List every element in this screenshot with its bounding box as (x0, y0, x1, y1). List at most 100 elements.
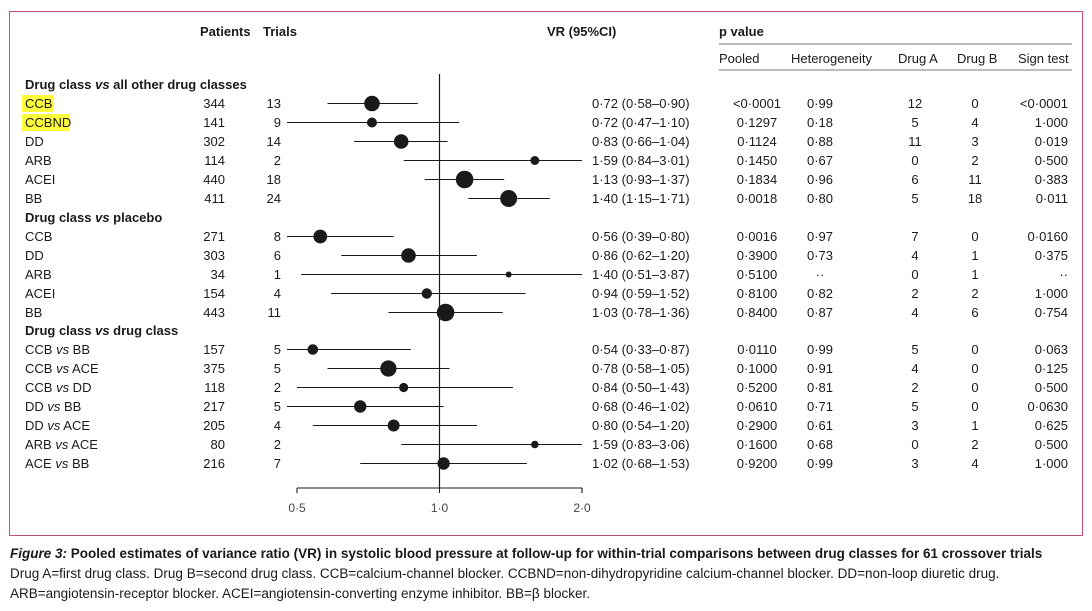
header-patients: Patients (200, 24, 251, 39)
cell-pooled: 0·1450 (737, 153, 777, 168)
point-estimate (380, 360, 397, 377)
figure-frame (9, 11, 1083, 536)
x-tick-label: 1·0 (431, 501, 449, 515)
header-trials: Trials (263, 24, 297, 39)
row-label: ARB vs ACE (25, 437, 98, 452)
cell-drug-a: 5 (911, 115, 918, 130)
cell-sign-test: 0·500 (1035, 380, 1068, 395)
cell-vr-ci: 0·72 (0·58–0·90) (592, 96, 690, 111)
header-sign-test: Sign test (1018, 51, 1069, 66)
row-label: DD vs ACE (25, 418, 90, 433)
cell-vr-ci: 0·68 (0·46–1·02) (592, 399, 690, 414)
row-label: DD (25, 248, 44, 263)
cell-patients: 141 (203, 115, 225, 130)
cell-patients: 157 (203, 342, 225, 357)
header-drug-b: Drug B (957, 51, 997, 66)
cell-drug-b: 1 (971, 248, 978, 263)
cell-trials: 13 (267, 96, 281, 111)
cell-drug-a: 3 (911, 456, 918, 471)
cell-drug-a: 0 (911, 437, 918, 452)
cell-drug-a: 0 (911, 267, 918, 282)
cell-drug-a: 3 (911, 418, 918, 433)
cell-patients: 154 (203, 286, 225, 301)
point-estimate (401, 248, 416, 263)
cell-heterogeneity: 0·87 (807, 305, 833, 320)
cell-sign-test: 1·000 (1035, 456, 1068, 471)
row-label: BB (25, 191, 42, 206)
cell-trials: 2 (274, 437, 281, 452)
point-estimate (436, 303, 455, 322)
cell-drug-a: 5 (911, 399, 918, 414)
cell-vr-ci: 0·86 (0·62–1·20) (592, 248, 690, 263)
label-highlight (22, 95, 54, 112)
cell-patients: 344 (203, 96, 225, 111)
point-estimate (505, 271, 512, 278)
row-label: CCB vs DD (25, 380, 91, 395)
cell-trials: 1 (274, 267, 281, 282)
cell-sign-test: 0·383 (1035, 172, 1068, 187)
cell-vr-ci: 1·02 (0·68–1·53) (592, 456, 690, 471)
cell-drug-b: 2 (971, 153, 978, 168)
cell-heterogeneity: 0·99 (807, 456, 833, 471)
cell-heterogeneity: 0·96 (807, 172, 833, 187)
cell-drug-b: 4 (971, 456, 978, 471)
cell-trials: 14 (267, 134, 281, 149)
group-title: Drug class vs placebo (25, 210, 162, 225)
point-estimate (421, 288, 432, 299)
cell-trials: 11 (268, 305, 282, 320)
cell-drug-a: 5 (911, 191, 918, 206)
cell-trials: 8 (274, 229, 281, 244)
cell-drug-b: 0 (971, 380, 978, 395)
point-estimate (437, 457, 450, 470)
cell-vr-ci: 1·40 (1·15–1·71) (592, 191, 690, 206)
cell-heterogeneity: 0·88 (807, 134, 833, 149)
cell-pooled: 0·5100 (737, 267, 777, 282)
cell-drug-a: 12 (908, 96, 922, 111)
cell-drug-b: 0 (971, 342, 978, 357)
cell-pooled: 0·2900 (737, 418, 777, 433)
row-label: CCB (25, 96, 52, 111)
cell-drug-b: 0 (971, 399, 978, 414)
cell-vr-ci: 1·59 (0·84–3·01) (592, 153, 690, 168)
cell-vr-ci: 0·72 (0·47–1·10) (592, 115, 690, 130)
cell-heterogeneity: 0·71 (807, 399, 833, 414)
cell-drug-a: 7 (911, 229, 918, 244)
cell-drug-b: 0 (971, 96, 978, 111)
cell-drug-b: 2 (971, 437, 978, 452)
row-label: ACEI (25, 286, 55, 301)
group-title: Drug class vs drug class (25, 323, 178, 338)
point-estimate (399, 382, 409, 393)
cell-drug-b: 1 (971, 267, 978, 282)
point-estimate (387, 419, 400, 432)
cell-patients: 114 (204, 153, 225, 168)
header-vr: VR (95%CI) (547, 24, 616, 39)
x-tick-label: 2·0 (573, 501, 591, 515)
cell-trials: 2 (274, 380, 281, 395)
cell-heterogeneity: 0·82 (807, 286, 833, 301)
cell-patients: 118 (204, 380, 225, 395)
cell-drug-b: 3 (971, 134, 978, 149)
cell-sign-test: <0·0001 (1020, 96, 1068, 111)
cell-drug-a: 11 (908, 134, 922, 149)
cell-pooled: 0·1600 (737, 437, 777, 452)
row-label: ARB (25, 153, 52, 168)
cell-pooled: 0·8100 (737, 286, 777, 301)
header-pooled: Pooled (719, 51, 759, 66)
row-label: ACE vs BB (25, 456, 89, 471)
cell-heterogeneity: 0·80 (807, 191, 833, 206)
cell-trials: 4 (274, 418, 281, 433)
x-axis: 0·5 1·0 2·0 (288, 74, 591, 515)
row-label: CCBND (25, 115, 71, 130)
point-estimate (307, 344, 319, 355)
cell-patients: 34 (211, 267, 225, 282)
cell-sign-test: 0·063 (1035, 342, 1068, 357)
cell-sign-test: 0·375 (1035, 248, 1068, 263)
column-headers: Patients Trials VR (95%CI) p value Poole… (200, 24, 1072, 71)
cell-vr-ci: 1·40 (0·51–3·87) (592, 267, 690, 282)
point-estimate (313, 229, 328, 244)
cell-vr-ci: 0·83 (0·66–1·04) (592, 134, 690, 149)
cell-sign-test: ·· (1059, 267, 1068, 282)
cell-patients: 217 (203, 399, 225, 414)
cell-heterogeneity: 0·81 (807, 380, 833, 395)
cell-sign-test: 0·019 (1035, 134, 1068, 149)
